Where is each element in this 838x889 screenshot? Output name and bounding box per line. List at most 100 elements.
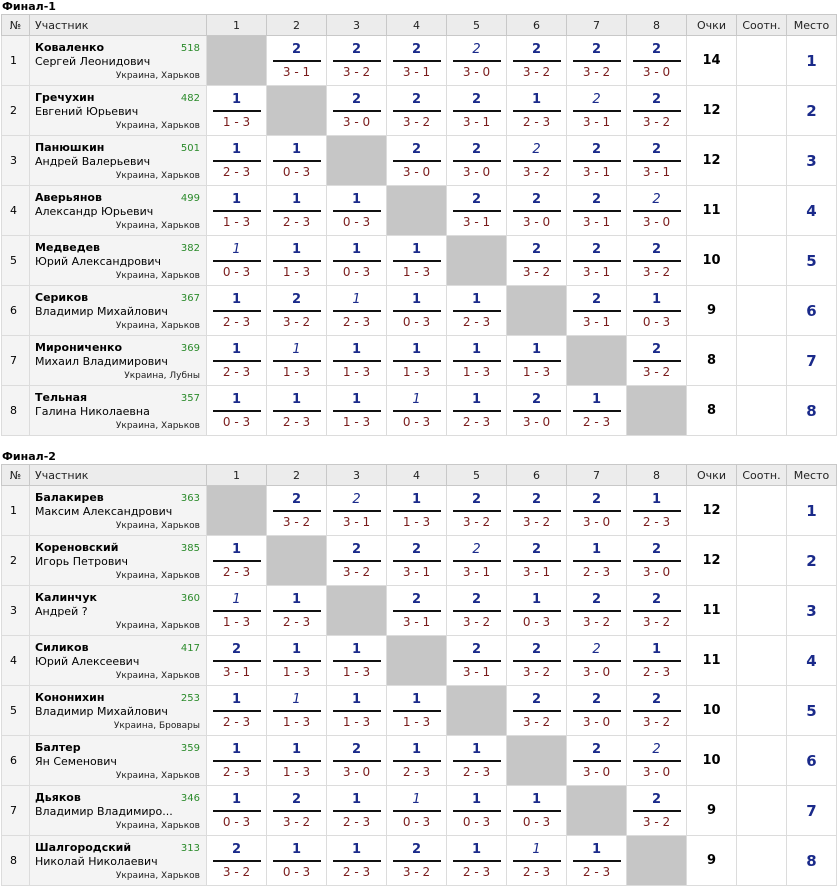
player-surname-link[interactable]: Сериков [35,291,89,304]
match-result: 1 2 - 3 [512,842,561,880]
row-number: 6 [1,735,30,786]
player-surname-link[interactable]: Аверьянов [35,191,102,204]
match-result: 2 3 - 0 [572,642,621,680]
ratio-value [736,685,787,736]
match-result-cell: 2 3 - 0 [566,685,627,736]
match-result: 2 3 - 0 [392,142,441,180]
match-result: 2 3 - 0 [512,392,561,430]
match-points: 2 [512,492,561,512]
match-points: 2 [572,142,621,162]
player-rating: 253 [180,693,200,704]
match-score: 3 - 1 [402,564,431,579]
player-surname-link[interactable]: Панюшкин [35,141,105,154]
total-points: 10 [686,235,737,286]
player-surname-link[interactable]: Балтер [35,741,81,754]
match-result-cell: 1 1 - 3 [326,335,387,386]
player-row: 4 Аверьянов Александр Юрьевич 499 Украина, Х… [1,185,837,236]
match-result: 1 1 - 3 [332,342,381,380]
player-full-name: Владимир Михайлович [35,705,168,718]
match-points: 1 [392,392,441,412]
player-surname-link[interactable]: Шалгородский [35,841,132,854]
player-surname-link[interactable]: Кононихин [35,691,105,704]
match-result: 1 1 - 3 [212,192,261,230]
player-city: Украина, Харьков [115,671,200,681]
player-city: Украина, Лубны [124,371,200,381]
player-surname-link[interactable]: Тельная [35,391,88,404]
match-result: 1 2 - 3 [512,92,561,130]
match-result-cell: 1 2 - 3 [206,335,267,386]
match-result: 1 1 - 3 [332,392,381,430]
participant-cell: Шалгородский Николай Николаевич 313 Украина… [29,835,207,886]
match-result: 1 0 - 3 [452,792,501,830]
match-points: 2 [632,542,681,562]
match-result: 2 3 - 1 [452,192,501,230]
match-score: 0 - 3 [642,314,671,329]
match-result: 1 0 - 3 [512,792,561,830]
match-score: 2 - 3 [222,364,251,379]
standings-table: № Участник 1 2 3 4 5 6 7 8 Очки Соотн. Место 1 Балакир… [1,464,837,886]
match-result: 1 1 - 3 [272,742,321,780]
match-result: 1 1 - 3 [392,242,441,280]
match-points: 2 [332,492,381,512]
player-surname-link[interactable]: Дьяков [35,791,81,804]
match-result-cell: 2 3 - 2 [266,285,327,336]
match-result: 1 2 - 3 [572,542,621,580]
player-surname-link[interactable]: Гречухин [35,91,95,104]
match-points: 1 [512,92,561,112]
row-number: 4 [1,185,30,236]
player-surname-link[interactable]: Балакирев [35,491,104,504]
match-result-cell: 2 3 - 0 [566,485,627,536]
match-result: 2 3 - 1 [212,642,261,680]
match-score: 2 - 3 [222,764,251,779]
participant-cell: Дьяков Владимир Владимиро... 346 Украина, Х… [29,785,207,836]
player-city: Украина, Харьков [115,221,200,231]
match-result-cell: 1 1 - 3 [206,85,267,136]
match-score: 3 - 2 [522,664,551,679]
match-result-cell: 2 3 - 1 [566,285,627,336]
match-points: 2 [572,592,621,612]
row-number: 5 [1,235,30,286]
ratio-value [736,485,787,536]
row-number: 4 [1,635,30,686]
match-score: 3 - 1 [342,514,371,529]
match-result: 2 3 - 0 [452,142,501,180]
header-opponent-4: 4 [386,464,447,486]
match-result: 1 0 - 3 [392,292,441,330]
player-surname-link[interactable]: Калинчук [35,591,97,604]
player-surname-link[interactable]: Силиков [35,641,89,654]
total-points: 11 [686,585,737,636]
match-score: 2 - 3 [462,764,491,779]
match-score: 3 - 2 [642,364,671,379]
player-surname-link[interactable]: Кореновский [35,541,119,554]
match-points: 1 [212,792,261,812]
player-surname-link[interactable]: Коваленко [35,41,105,54]
ratio-value [736,85,787,136]
row-number: 2 [1,535,30,586]
match-result: 2 3 - 1 [632,142,681,180]
total-points: 10 [686,685,737,736]
player-surname-link[interactable]: Медведев [35,241,101,254]
match-points: 2 [272,292,321,312]
self-cell [206,35,267,86]
match-result: 1 2 - 3 [272,392,321,430]
match-result-cell: 2 3 - 1 [206,635,267,686]
match-points: 1 [632,292,681,312]
match-score: 3 - 0 [342,764,371,779]
match-result: 2 3 - 1 [452,642,501,680]
match-score: 1 - 3 [462,364,491,379]
header-opponent-6: 6 [506,14,567,36]
match-score: 2 - 3 [222,564,251,579]
player-full-name: Сергей Леонидович [35,55,151,68]
row-number: 3 [1,585,30,636]
match-result: 2 3 - 0 [632,542,681,580]
match-result-cell: 1 0 - 3 [626,285,687,336]
match-result: 2 3 - 1 [392,542,441,580]
match-points: 2 [452,492,501,512]
match-score: 0 - 3 [282,164,311,179]
match-result: 1 1 - 3 [332,692,381,730]
player-surname-link[interactable]: Мирониченко [35,341,123,354]
total-points: 12 [686,85,737,136]
match-result-cell: 1 2 - 3 [206,735,267,786]
match-result-cell: 2 3 - 1 [326,485,387,536]
player-full-name: Юрий Алексеевич [35,655,140,668]
